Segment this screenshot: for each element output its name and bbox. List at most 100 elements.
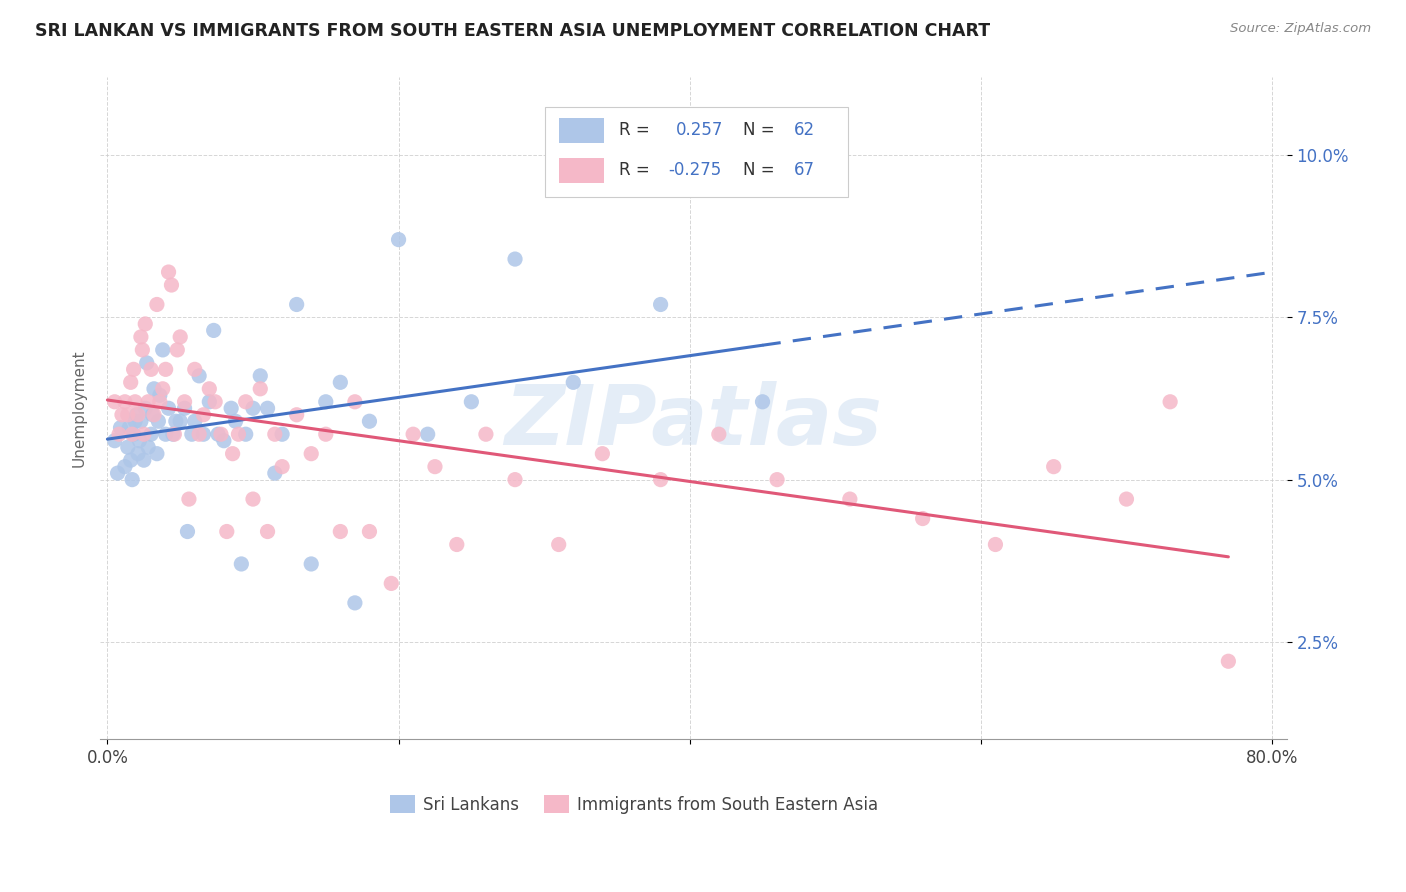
Point — [166, 343, 188, 357]
Point — [984, 537, 1007, 551]
Point — [121, 473, 143, 487]
Point — [235, 427, 257, 442]
Point — [111, 408, 134, 422]
Point — [122, 427, 145, 442]
Point — [263, 427, 285, 442]
Point — [263, 466, 285, 480]
Point — [184, 414, 207, 428]
Point — [219, 401, 242, 416]
Point — [315, 394, 337, 409]
Point — [184, 362, 207, 376]
Point — [299, 447, 322, 461]
Point — [157, 401, 180, 416]
Point — [751, 394, 773, 409]
Point — [202, 323, 225, 337]
Point — [177, 492, 200, 507]
Point — [143, 382, 166, 396]
Point — [221, 447, 243, 461]
Point — [249, 368, 271, 383]
Point — [165, 414, 187, 428]
Point — [135, 356, 157, 370]
Text: Source: ZipAtlas.com: Source: ZipAtlas.com — [1230, 22, 1371, 36]
Point — [256, 401, 278, 416]
Point — [132, 427, 155, 442]
Point — [104, 394, 127, 409]
FancyBboxPatch shape — [546, 107, 848, 196]
Point — [169, 414, 191, 428]
Point — [1115, 492, 1137, 507]
Point — [127, 447, 149, 461]
Text: ZIPatlas: ZIPatlas — [505, 381, 883, 462]
Text: SRI LANKAN VS IMMIGRANTS FROM SOUTH EASTERN ASIA UNEMPLOYMENT CORRELATION CHART: SRI LANKAN VS IMMIGRANTS FROM SOUTH EAST… — [35, 22, 990, 40]
Point — [209, 427, 232, 442]
Point — [141, 408, 163, 422]
Point — [207, 427, 229, 442]
Point — [215, 524, 238, 539]
Point — [162, 427, 184, 442]
Point — [155, 427, 177, 442]
Point — [146, 297, 169, 311]
Point — [148, 414, 170, 428]
Point — [188, 427, 211, 442]
Point — [271, 427, 294, 442]
Text: R =: R = — [619, 161, 655, 179]
Point — [169, 330, 191, 344]
Point — [285, 297, 308, 311]
Point — [134, 317, 156, 331]
Point — [838, 492, 860, 507]
Point — [129, 330, 152, 344]
Point — [114, 394, 136, 409]
Point — [299, 557, 322, 571]
Point — [136, 394, 159, 409]
Point — [402, 427, 425, 442]
Point — [149, 394, 172, 409]
Point — [503, 252, 526, 266]
Point — [475, 427, 498, 442]
Point — [198, 382, 221, 396]
FancyBboxPatch shape — [560, 158, 605, 183]
Point — [125, 408, 148, 422]
Point — [110, 421, 132, 435]
Point — [591, 447, 613, 461]
Point — [256, 524, 278, 539]
Point — [157, 265, 180, 279]
Point — [650, 297, 672, 311]
Point — [160, 278, 183, 293]
Point — [155, 362, 177, 376]
Point — [193, 408, 215, 422]
Point — [446, 537, 468, 551]
Point — [127, 408, 149, 422]
Point — [173, 394, 195, 409]
Legend: Sri Lankans, Immigrants from South Eastern Asia: Sri Lankans, Immigrants from South Easte… — [381, 787, 887, 822]
Point — [766, 473, 789, 487]
Point — [107, 466, 129, 480]
Point — [131, 343, 153, 357]
Point — [343, 596, 366, 610]
Point — [180, 427, 202, 442]
Text: N =: N = — [744, 161, 780, 179]
Point — [242, 401, 264, 416]
Point — [108, 427, 131, 442]
Point — [547, 537, 569, 551]
Point — [129, 414, 152, 428]
Point — [117, 440, 139, 454]
Point — [416, 427, 439, 442]
Point — [188, 368, 211, 383]
Point — [380, 576, 402, 591]
Point — [650, 473, 672, 487]
Point — [225, 414, 247, 428]
Point — [176, 524, 198, 539]
Point — [121, 427, 143, 442]
Point — [104, 434, 127, 448]
Point — [911, 511, 934, 525]
Point — [146, 447, 169, 461]
Text: 0.257: 0.257 — [675, 121, 723, 139]
Point — [128, 434, 150, 448]
Point — [329, 524, 352, 539]
Point — [117, 408, 139, 422]
Point — [329, 376, 352, 390]
Point — [460, 394, 482, 409]
Point — [242, 492, 264, 507]
Point — [118, 421, 141, 435]
Point — [120, 453, 142, 467]
